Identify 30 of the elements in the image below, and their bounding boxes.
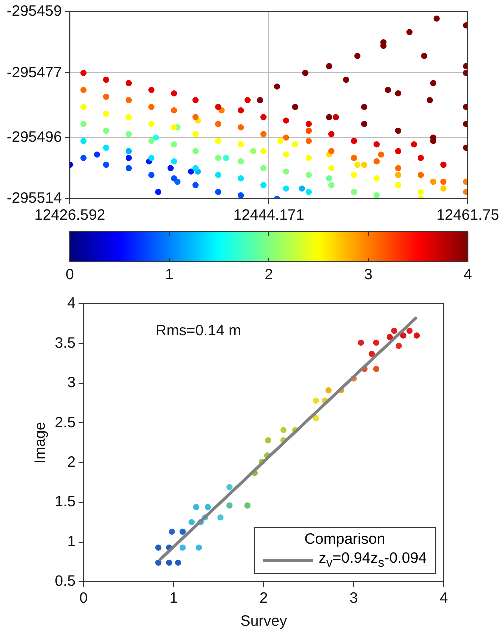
y-tick-label: 1.5 bbox=[54, 494, 76, 511]
color-bar-label: 4 bbox=[464, 266, 472, 284]
annotation: Rms=0.14 m bbox=[156, 322, 242, 340]
y-tick-label: 2.5 bbox=[54, 414, 76, 432]
y-tick-label: 3 bbox=[68, 374, 76, 392]
y-tick-label: 2 bbox=[68, 454, 76, 471]
y-tick-label: 3.5 bbox=[54, 334, 76, 352]
x-tick-label: 4 bbox=[440, 590, 448, 608]
y-tick-label: 1 bbox=[68, 533, 76, 550]
y-tick-label: 4 bbox=[68, 295, 76, 312]
x-tick-label: 0 bbox=[80, 590, 88, 608]
y-tick-label: 0.5 bbox=[54, 573, 76, 590]
x-tick-label: 1 bbox=[170, 590, 178, 608]
x-tick-label: 12444.171 bbox=[234, 207, 304, 224]
x-tick-label: 12461.75 bbox=[436, 207, 500, 224]
y-tick-label: -295514 bbox=[6, 190, 62, 208]
x-tick-label: 3 bbox=[350, 590, 358, 608]
color-bar-label: 2 bbox=[264, 266, 274, 284]
x-tick-label: 12426.592 bbox=[34, 207, 106, 224]
y-tick-label: -295459 bbox=[6, 3, 62, 20]
x-axis-title: Survey bbox=[240, 613, 288, 630]
x-tick-label: 2 bbox=[260, 590, 268, 608]
legend-title: Comparison bbox=[304, 531, 386, 548]
color-bar-label: 3 bbox=[364, 266, 373, 284]
color-bar-label: 0 bbox=[66, 266, 74, 284]
y-axis-title: Image bbox=[32, 422, 50, 464]
legend-label: z$_{v}$=0.94z$_{s}$-0.094 bbox=[319, 550, 428, 570]
color-bar-label: 1 bbox=[165, 266, 174, 284]
y-tick-label: -295496 bbox=[6, 128, 62, 146]
y-tick-label: -295477 bbox=[6, 64, 62, 82]
